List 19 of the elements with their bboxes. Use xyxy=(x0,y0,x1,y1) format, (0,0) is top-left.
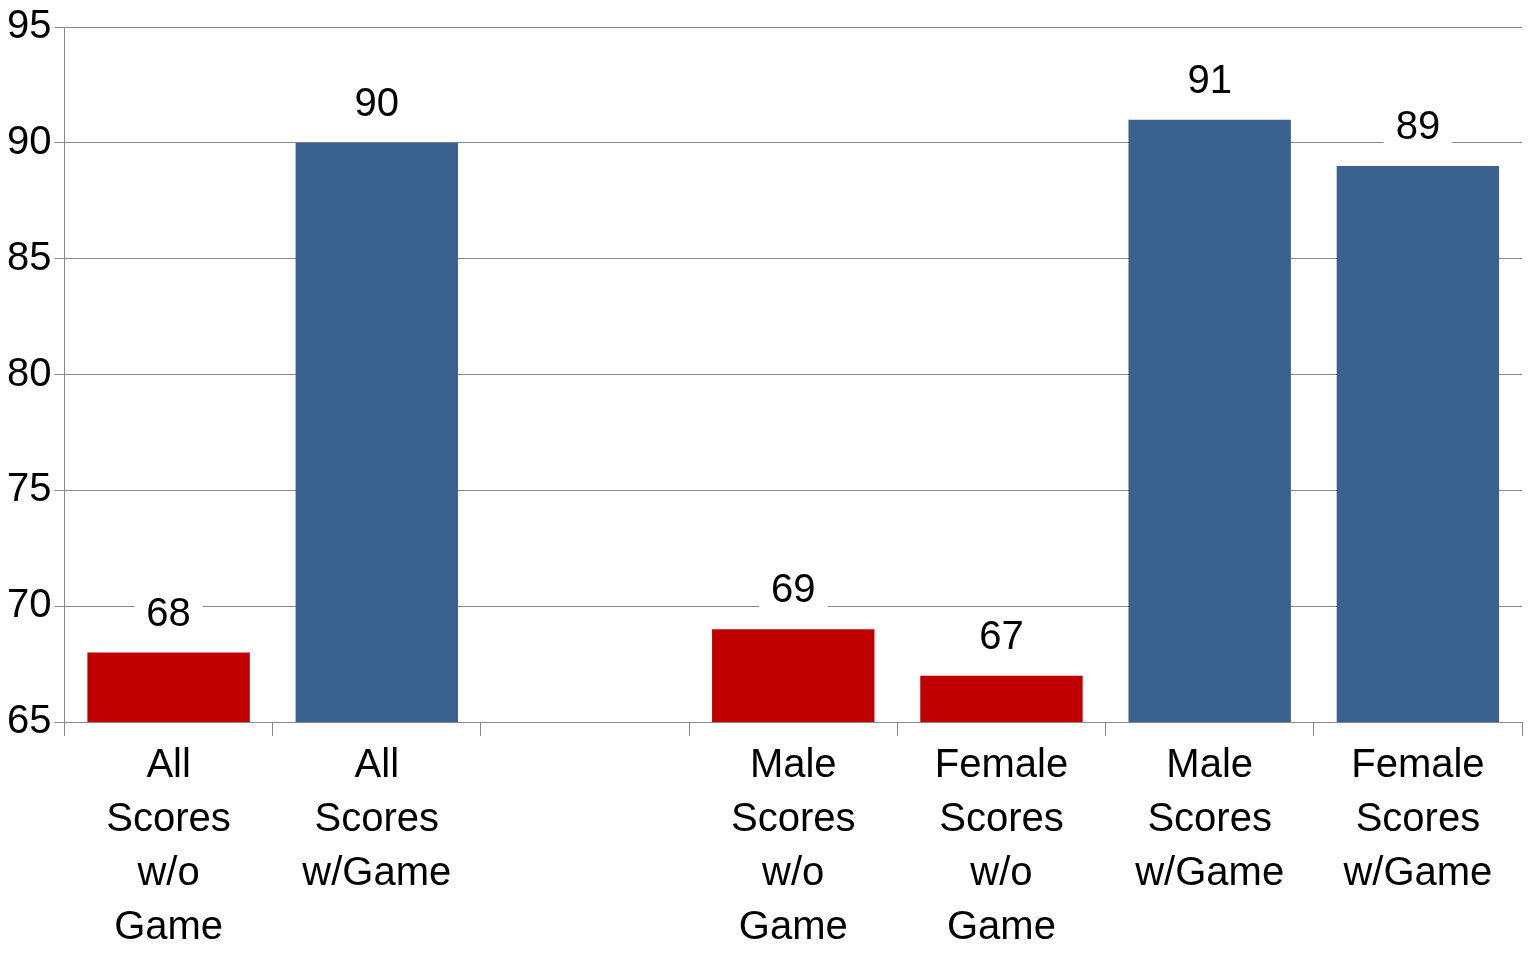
data-label: 68 xyxy=(146,589,191,634)
y-tick-label: 95 xyxy=(6,2,52,47)
x-tick-label: All Scores w/o Game xyxy=(106,741,231,948)
data-label: 91 xyxy=(1187,56,1232,101)
y-tick-label: 90 xyxy=(6,117,52,162)
y-tick-label: 80 xyxy=(6,349,52,394)
data-label: 67 xyxy=(979,612,1024,657)
y-tick-label: 75 xyxy=(6,465,52,510)
x-tick-label: All Scores w/Game xyxy=(301,741,452,894)
y-tick-label: 70 xyxy=(6,581,52,626)
data-label: 90 xyxy=(354,79,400,124)
y-tick-label: 65 xyxy=(6,697,52,742)
y-tick-label: 85 xyxy=(6,233,52,278)
data-label: 69 xyxy=(771,566,816,611)
x-tick-label: Female Scores w/Game xyxy=(1342,741,1493,894)
x-tick-label: Female Scores w/o Game xyxy=(934,741,1069,948)
x-tick-label: Male Scores w/o Game xyxy=(731,741,856,948)
data-label: 89 xyxy=(1395,103,1441,148)
x-tick-label: Male Scores w/Game xyxy=(1134,741,1285,894)
